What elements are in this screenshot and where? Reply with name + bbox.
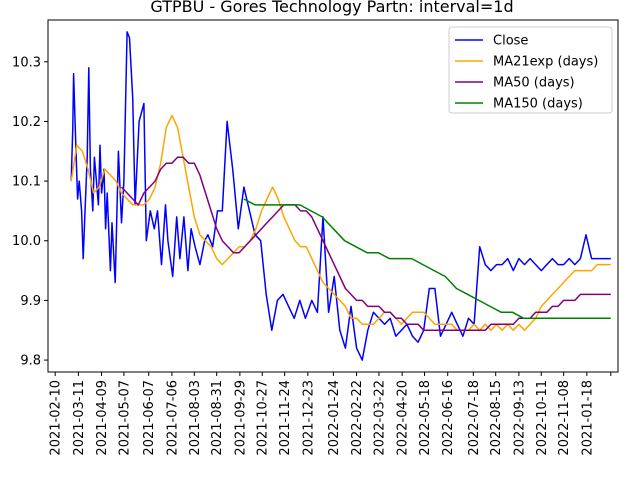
plot-area bbox=[70, 31, 611, 361]
x-tick-label: 2021-07-06 bbox=[165, 380, 180, 456]
y-tick-label: 10.0 bbox=[12, 234, 41, 249]
x-tick-label: 2021-08-31 bbox=[210, 380, 225, 456]
series-line-1 bbox=[70, 31, 611, 361]
y-tick-label: 10.1 bbox=[12, 175, 41, 190]
x-tick-label: 2022-08-15 bbox=[489, 380, 504, 456]
x-tick-label: 2021-05-07 bbox=[117, 380, 132, 456]
legend: Close MA21exp (days) MA50 (days) MA150 (day… bbox=[448, 26, 613, 114]
x-tick-label: 2021-12-23 bbox=[301, 380, 316, 456]
x-tick-label: 2022-10-11 bbox=[535, 380, 550, 456]
legend-label: Close bbox=[493, 34, 528, 49]
x-tick-label: 2022-04-20 bbox=[396, 380, 411, 456]
y-tick-label: 10.3 bbox=[12, 55, 41, 70]
x-tick-label: 2021-01-18 bbox=[580, 380, 595, 456]
y-tick-label: 10.2 bbox=[12, 115, 41, 130]
x-tick-label: 2021-06-07 bbox=[142, 380, 157, 456]
x-tick-label: 2021-04-09 bbox=[95, 380, 110, 456]
chart-title: GTPBU - Gores Technology Partn: interval… bbox=[150, 0, 513, 16]
x-tick-label: 2022-09-13 bbox=[512, 380, 527, 456]
series-line-4 bbox=[243, 198, 611, 320]
x-tick-label: 2022-07-18 bbox=[467, 380, 482, 456]
x-tick-label: 2022-06-16 bbox=[441, 380, 456, 456]
axes: 9.8 9.9 10.0 10.1 10.2 10.3 2021-02-10 2021-03-… bbox=[12, 19, 619, 456]
x-tick-label: 2021-11-24 bbox=[278, 380, 293, 456]
x-tick-label: 2022-03-22 bbox=[372, 380, 387, 456]
legend-label: MA50 (days) bbox=[493, 76, 575, 91]
x-tick-label: 2021-02-10 bbox=[49, 380, 64, 456]
y-tick-label: 9.9 bbox=[20, 294, 41, 309]
x-tick-label: 2022-11-08 bbox=[557, 380, 572, 456]
x-tick-label: 2022-02-22 bbox=[350, 380, 365, 456]
y-tick-label: 9.8 bbox=[20, 354, 41, 369]
x-tick-label: 2022-05-18 bbox=[418, 380, 433, 456]
legend-label: MA150 (days) bbox=[493, 97, 583, 112]
series-line-3 bbox=[120, 156, 611, 331]
x-tick-label: 2021-03-11 bbox=[72, 380, 87, 456]
legend-label: MA21exp (days) bbox=[493, 55, 598, 70]
x-tick-label: 2022-01-24 bbox=[327, 380, 342, 456]
legend-box bbox=[448, 26, 613, 114]
x-tick-label: 2021-08-03 bbox=[188, 380, 203, 456]
series-line-2 bbox=[70, 114, 611, 331]
x-tick-label: 2021-09-29 bbox=[233, 380, 248, 456]
x-tick-label: 2021-10-27 bbox=[256, 380, 271, 456]
